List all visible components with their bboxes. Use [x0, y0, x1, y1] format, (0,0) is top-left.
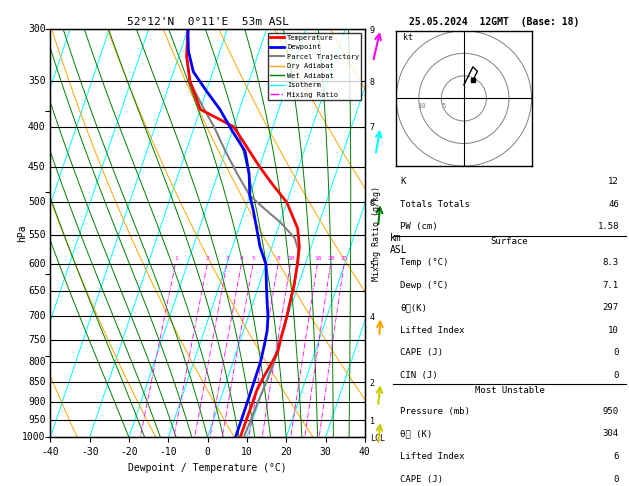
Legend: Temperature, Dewpoint, Parcel Trajectory, Dry Adiabat, Wet Adiabat, Isotherm, Mi: Temperature, Dewpoint, Parcel Trajectory…: [268, 33, 361, 100]
Text: θᴇ(K): θᴇ(K): [400, 303, 427, 312]
Y-axis label: km
ASL: km ASL: [390, 233, 408, 255]
Text: 16: 16: [314, 256, 321, 261]
Text: 3: 3: [226, 256, 229, 261]
Text: Pressure (mb): Pressure (mb): [400, 407, 470, 416]
Text: 8.3: 8.3: [603, 258, 619, 267]
Text: kt: kt: [403, 33, 413, 42]
Text: 500: 500: [28, 197, 46, 208]
Text: 12: 12: [608, 177, 619, 186]
Text: 46: 46: [608, 200, 619, 208]
Text: 750: 750: [28, 335, 46, 345]
Text: 800: 800: [28, 357, 46, 367]
Text: 10: 10: [417, 103, 425, 109]
Text: 850: 850: [28, 377, 46, 387]
Text: 7.1: 7.1: [603, 281, 619, 290]
Text: Temp (°C): Temp (°C): [400, 258, 448, 267]
Text: 25: 25: [341, 256, 348, 261]
Text: 20: 20: [327, 256, 335, 261]
Text: 1000: 1000: [22, 433, 46, 442]
Text: 5: 5: [442, 103, 446, 109]
Text: 1.58: 1.58: [598, 222, 619, 231]
Text: PW (cm): PW (cm): [400, 222, 438, 231]
Text: Surface: Surface: [491, 237, 528, 246]
Text: 600: 600: [28, 259, 46, 269]
Text: hPa: hPa: [17, 225, 27, 242]
Text: 8: 8: [277, 256, 281, 261]
Text: CAPE (J): CAPE (J): [400, 348, 443, 357]
Text: 700: 700: [28, 312, 46, 321]
Text: Lifted Index: Lifted Index: [400, 452, 465, 461]
Text: 950: 950: [603, 407, 619, 416]
Text: 304: 304: [603, 430, 619, 438]
Text: 0: 0: [613, 371, 619, 380]
Text: 900: 900: [28, 397, 46, 407]
Text: CIN (J): CIN (J): [400, 371, 438, 380]
Text: 0: 0: [613, 474, 619, 484]
Text: 4: 4: [240, 256, 243, 261]
Text: 450: 450: [28, 162, 46, 172]
Text: 10: 10: [608, 326, 619, 335]
Text: 400: 400: [28, 122, 46, 132]
Text: Lifted Index: Lifted Index: [400, 326, 465, 335]
Title: 52°12'N  0°11'E  53m ASL: 52°12'N 0°11'E 53m ASL: [126, 17, 289, 27]
Text: 350: 350: [28, 76, 46, 87]
Text: 25.05.2024  12GMT  (Base: 18): 25.05.2024 12GMT (Base: 18): [409, 17, 579, 27]
Text: K: K: [400, 177, 406, 186]
Text: 6: 6: [613, 452, 619, 461]
Text: θᴇ (K): θᴇ (K): [400, 430, 432, 438]
Text: 550: 550: [28, 230, 46, 240]
Text: 950: 950: [28, 415, 46, 425]
Text: Mixing Ratio (g/kg): Mixing Ratio (g/kg): [372, 186, 381, 281]
Text: 1: 1: [174, 256, 178, 261]
Text: Dewp (°C): Dewp (°C): [400, 281, 448, 290]
Text: Most Unstable: Most Unstable: [474, 386, 545, 395]
Text: 5: 5: [252, 256, 255, 261]
Text: 300: 300: [28, 24, 46, 34]
Text: 650: 650: [28, 286, 46, 296]
Text: 10: 10: [287, 256, 294, 261]
Text: CAPE (J): CAPE (J): [400, 474, 443, 484]
Text: 2: 2: [206, 256, 209, 261]
Text: 0: 0: [613, 348, 619, 357]
Text: 297: 297: [603, 303, 619, 312]
Text: Totals Totals: Totals Totals: [400, 200, 470, 208]
X-axis label: Dewpoint / Temperature (°C): Dewpoint / Temperature (°C): [128, 463, 287, 473]
